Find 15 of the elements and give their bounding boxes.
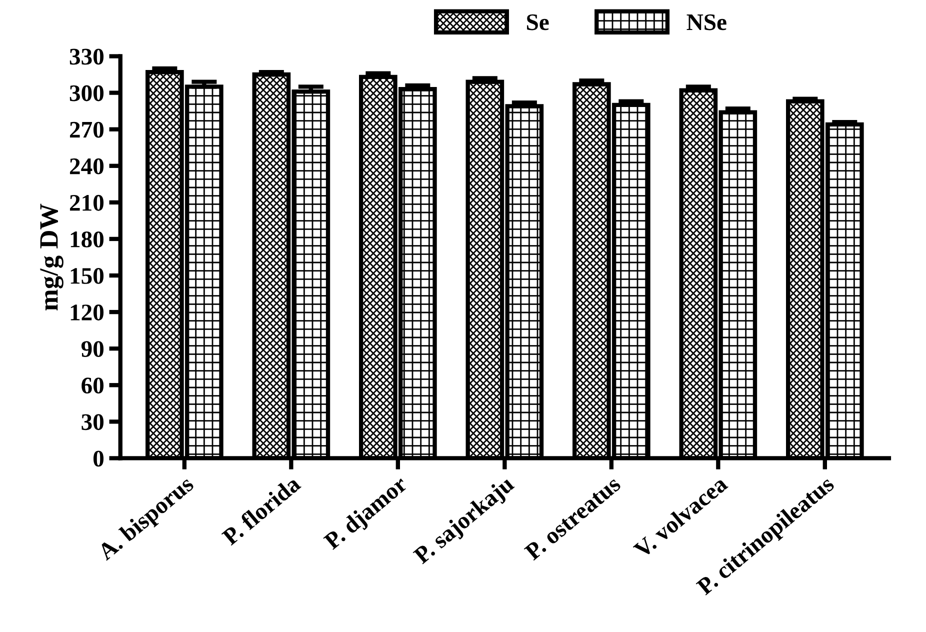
- y-axis-title: mg/g DW: [40, 204, 64, 310]
- y-tick-label: 240: [70, 158, 104, 174]
- y-tick-label: 180: [70, 231, 104, 248]
- legend-label: NSe: [686, 14, 726, 30]
- y-tick-label: 270: [70, 122, 104, 138]
- y-tick-label: 120: [70, 304, 104, 320]
- y-tick-label: 330: [70, 48, 104, 65]
- legend-label: Se: [527, 14, 549, 30]
- y-tick-label: 300: [70, 85, 104, 102]
- y-tick-label: 90: [81, 341, 104, 357]
- y-tick-label: 30: [82, 414, 104, 430]
- y-tick-label: 0: [94, 450, 104, 467]
- y-tick-label: 150: [70, 268, 104, 284]
- y-tick-label: 210: [70, 194, 104, 211]
- y-tick-label: 60: [82, 378, 104, 394]
